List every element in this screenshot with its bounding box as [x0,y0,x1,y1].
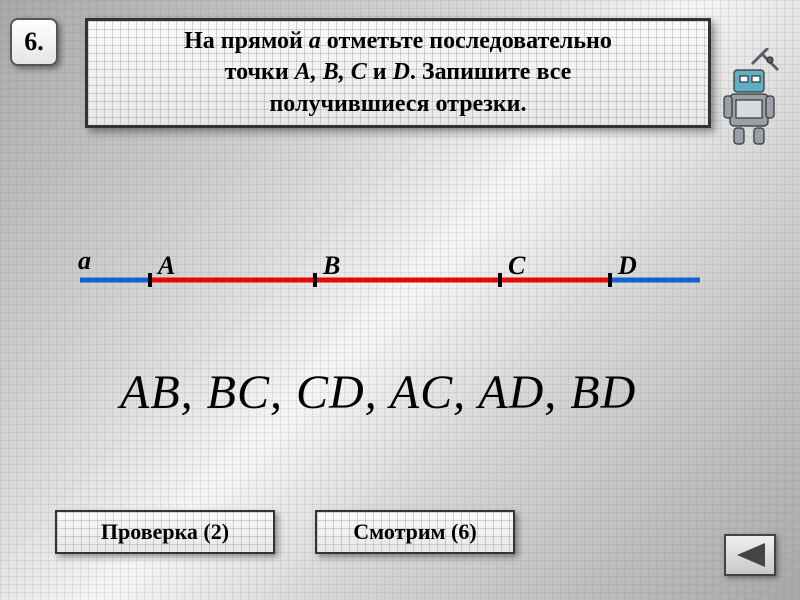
task-number-badge: 6. [10,18,58,66]
q-text: отметьте последовательно [321,28,612,54]
q-text: . Запишите все [410,59,571,85]
q-text: На прямой [184,28,309,54]
diagram-svg: A B C D [80,250,700,310]
svg-text:C: C [508,251,526,280]
q-em: D [393,59,410,85]
question-text: На прямой a отметьте последовательно точ… [184,26,612,120]
svg-text:B: B [322,251,340,280]
q-text: и [367,59,393,85]
answer-text: AB, BC, CD, AC, AD, BD [120,365,636,420]
check-button-label: Проверка (2) [101,519,229,545]
q-em: a [309,28,321,54]
line-diagram: a ABCD [80,250,700,310]
q-em: A, B, C [295,59,367,85]
check-button[interactable]: Проверка (2) [55,510,275,554]
back-button[interactable] [724,534,776,576]
q-text: точки [225,59,295,85]
watch-button[interactable]: Смотрим (6) [315,510,515,554]
line-label: a [78,246,91,276]
robot-decoration [714,48,782,148]
task-number: 6. [24,27,44,57]
q-text: получившиеся отрезки. [269,91,526,117]
svg-text:D: D [617,251,637,280]
question-box: На прямой a отметьте последовательно точ… [85,18,711,128]
svg-text:A: A [156,251,175,280]
watch-button-label: Смотрим (6) [353,519,476,545]
back-arrow-icon [735,543,765,567]
